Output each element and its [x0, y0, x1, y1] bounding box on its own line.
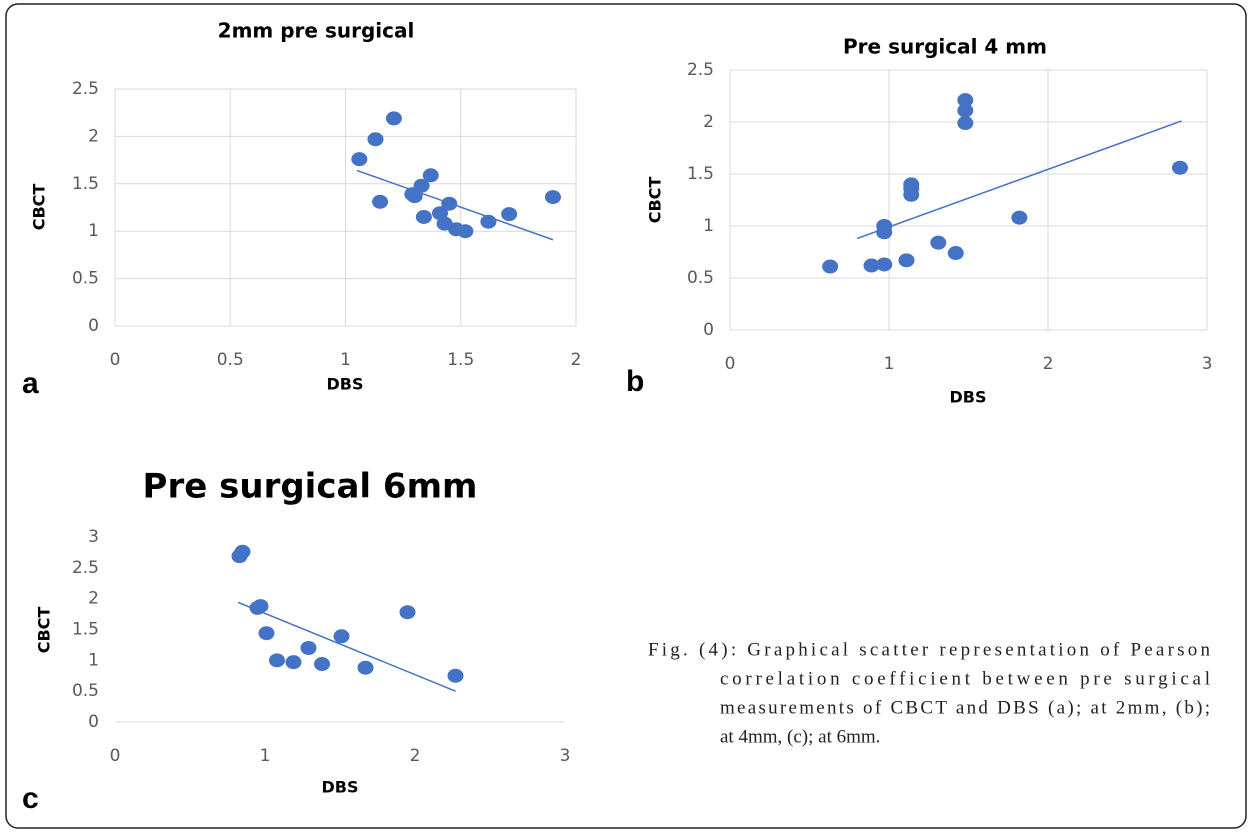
- y-axis-label: CBCT: [646, 177, 665, 224]
- point: [457, 224, 474, 239]
- point: [234, 544, 251, 559]
- panel-label: b: [626, 365, 644, 398]
- x-tick-label: 2: [1043, 354, 1054, 374]
- point: [903, 187, 920, 202]
- y-tick-label: 0.5: [72, 269, 99, 289]
- x-tick-label: 0: [110, 350, 121, 370]
- x-tick-label: 0: [110, 746, 121, 766]
- trendline: [856, 120, 1182, 240]
- y-tick-label: 2: [88, 589, 99, 609]
- point: [314, 657, 330, 672]
- point: [415, 209, 432, 224]
- point: [351, 152, 368, 167]
- x-tick-label: 2: [410, 746, 421, 766]
- point: [822, 259, 839, 274]
- x-tick-label: 0.5: [217, 350, 244, 370]
- x-tick-label: 0: [725, 354, 736, 374]
- y-tick-label: 0.5: [72, 681, 99, 701]
- y-tick-label: 1: [88, 650, 99, 670]
- point: [406, 189, 423, 204]
- y-tick-label: 2.5: [72, 79, 99, 99]
- point: [876, 225, 893, 240]
- point: [957, 116, 974, 131]
- point: [480, 214, 497, 229]
- x-tick-label: 1.5: [447, 350, 474, 370]
- point: [422, 168, 439, 183]
- point: [258, 626, 275, 641]
- point: [863, 258, 880, 273]
- chart-title: Pre surgical 6mm: [143, 467, 478, 507]
- y-tick-label: 1.5: [72, 174, 99, 194]
- chart-title: 2mm pre surgical: [218, 19, 415, 43]
- point: [447, 668, 464, 683]
- point: [385, 111, 402, 126]
- point: [372, 194, 389, 209]
- x-axis-label: DBS: [950, 388, 987, 407]
- point: [333, 629, 350, 644]
- y-tick-label: 2.5: [72, 558, 99, 578]
- x-axis-label: DBS: [322, 778, 359, 797]
- y-axis-label: CBCT: [30, 184, 49, 231]
- point: [947, 246, 964, 261]
- x-tick-label: 1: [340, 350, 351, 370]
- x-tick-label: 1: [260, 746, 271, 766]
- chart-title: Pre surgical 4 mm: [843, 35, 1047, 59]
- y-tick-label: 1.5: [687, 164, 714, 184]
- point: [285, 655, 302, 670]
- trendline: [237, 601, 456, 692]
- y-tick-label: 0: [88, 316, 99, 336]
- point: [957, 103, 974, 118]
- y-tick-label: 2.5: [687, 60, 714, 80]
- point: [1011, 210, 1028, 225]
- y-tick-label: 1: [88, 221, 99, 241]
- point: [441, 196, 458, 211]
- point: [1171, 160, 1188, 175]
- caption-line: at 4mm, (c); at 6mm.: [720, 726, 880, 747]
- y-tick-label: 0: [88, 712, 99, 732]
- x-tick-label: 2: [571, 350, 582, 370]
- point: [544, 190, 561, 205]
- y-tick-label: 0: [703, 320, 714, 340]
- point: [300, 641, 317, 655]
- point: [357, 660, 374, 675]
- panel-label: a: [22, 367, 39, 400]
- point: [269, 653, 285, 668]
- x-axis-label: DBS: [327, 375, 364, 394]
- y-tick-label: 3: [88, 527, 99, 547]
- point: [367, 132, 384, 147]
- panel-label: c: [22, 782, 39, 815]
- point: [930, 235, 947, 250]
- x-tick-label: 3: [1202, 354, 1213, 374]
- y-tick-label: 1.5: [72, 620, 99, 640]
- point: [399, 605, 416, 620]
- point: [252, 599, 269, 614]
- y-tick-label: 0.5: [687, 268, 714, 288]
- y-axis-label: CBCT: [35, 607, 54, 654]
- caption-line: correlation coefficient between pre surg…: [720, 668, 1210, 689]
- y-tick-label: 2: [88, 126, 99, 146]
- y-tick-label: 2: [703, 112, 714, 132]
- x-tick-label: 1: [884, 354, 895, 374]
- point: [876, 257, 893, 272]
- x-tick-label: 3: [560, 746, 571, 766]
- point: [501, 207, 518, 222]
- point: [898, 253, 915, 268]
- point: [957, 93, 974, 108]
- y-tick-label: 1: [703, 216, 714, 236]
